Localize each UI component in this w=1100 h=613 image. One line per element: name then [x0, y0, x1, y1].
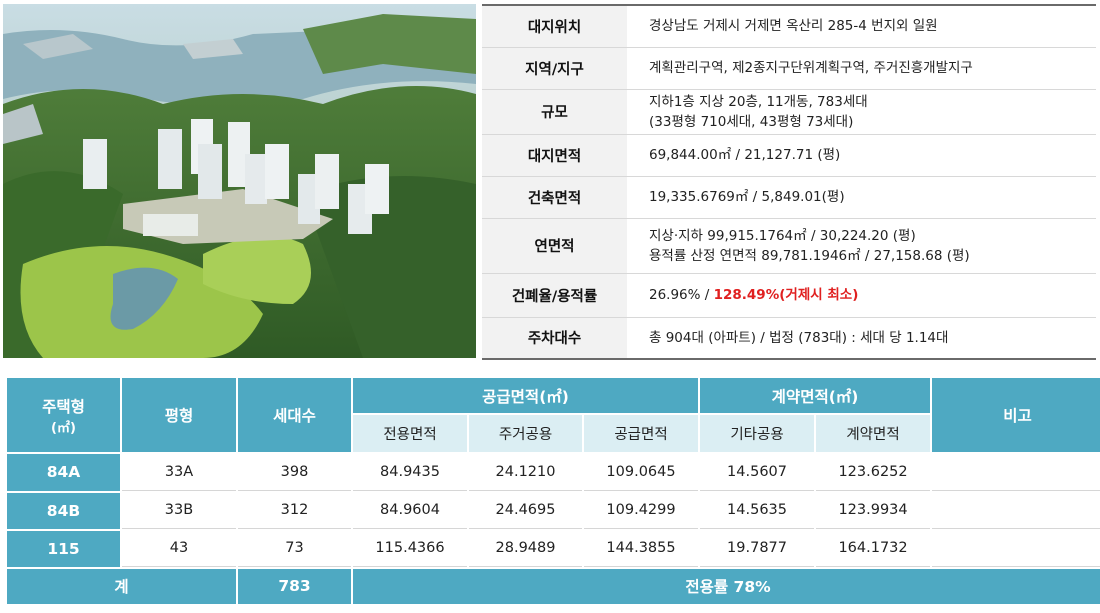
info-label: 주차대수 — [482, 317, 627, 360]
info-row: 규모 지하1층 지상 20층, 11개동, 783세대 (33평형 710세대, … — [482, 89, 1096, 135]
info-value: 계획관리구역, 제2종지구단위계획구역, 주거진흥개발지구 — [627, 47, 1096, 90]
info-value-line: 경상남도 거제시 거제면 옥산리 285-4 번지외 일원 — [649, 18, 938, 35]
info-label: 지역/지구 — [482, 47, 627, 90]
project-info-table: 대지위치 경상남도 거제시 거제면 옥산리 285-4 번지외 일원 지역/지구… — [482, 4, 1096, 360]
row-exclusive: 84.9604 — [353, 492, 467, 529]
info-value: 지상·지하 99,915.1764㎡ / 30,224.20 (평) 용적률 산정… — [627, 218, 1096, 274]
header-type-unit: (㎡) — [51, 420, 76, 436]
info-row: 지역/지구 계획관리구역, 제2종지구단위계획구역, 주거진흥개발지구 — [482, 47, 1096, 90]
header-type: 주택형 (㎡) — [7, 378, 120, 453]
info-value-line: 26.96% / — [649, 287, 714, 303]
subheader-other-common: 기타공용 — [700, 415, 815, 453]
total-households: 783 — [238, 568, 351, 604]
header-type-label: 주택형 — [42, 397, 85, 416]
info-value: 총 904대 (아파트) / 법정 (783대) : 세대 당 1.14대 — [627, 317, 1096, 360]
row-type: 84B — [7, 492, 120, 529]
row-exclusive: 84.9435 — [353, 454, 467, 491]
info-label: 대지면적 — [482, 134, 627, 177]
row-note — [932, 530, 1100, 567]
info-value: 69,844.00㎡ / 21,127.71 (평) — [627, 134, 1096, 177]
row-households: 73 — [238, 530, 351, 567]
row-residential-common: 28.9489 — [469, 530, 582, 567]
row-exclusive: 115.4366 — [353, 530, 467, 567]
row-note — [932, 454, 1100, 491]
exclusive-ratio: 전용률 78% — [353, 568, 1100, 604]
row-note — [932, 492, 1100, 529]
info-row: 건폐율/용적률 26.96% / 128.49%(거제시 최소) — [482, 273, 1096, 318]
row-households: 398 — [238, 454, 351, 491]
info-value: 26.96% / 128.49%(거제시 최소) — [627, 273, 1096, 318]
info-value: 지하1층 지상 20층, 11개동, 783세대 (33평형 710세대, 43평… — [627, 89, 1096, 135]
info-label: 규모 — [482, 89, 627, 135]
unit-area-table: 주택형 (㎡) 평형 세대수 공급면적(㎡) 계약면적(㎡) 비고 전용면적 주거… — [5, 376, 1100, 606]
info-row: 주차대수 총 904대 (아파트) / 법정 (783대) : 세대 당 1.1… — [482, 317, 1096, 360]
row-supply: 144.3855 — [584, 530, 699, 567]
info-row: 대지위치 경상남도 거제시 거제면 옥산리 285-4 번지외 일원 — [482, 4, 1096, 48]
row-contract: 123.9934 — [816, 492, 931, 529]
info-value-line: (33평형 710세대, 43평형 73세대) — [649, 113, 854, 130]
row-pyeong: 33B — [122, 492, 236, 529]
info-value-line: 지하1층 지상 20층, 11개동, 783세대 — [649, 93, 868, 110]
info-label: 건축면적 — [482, 176, 627, 219]
row-households: 312 — [238, 492, 351, 529]
header-contract-area: 계약면적(㎡) — [700, 378, 931, 414]
info-value-line: 총 904대 (아파트) / 법정 (783대) : 세대 당 1.14대 — [649, 329, 949, 346]
header-note: 비고 — [932, 378, 1100, 453]
row-other-common: 14.5607 — [700, 454, 815, 491]
table-row: 84B 33B 312 84.9604 24.4695 109.4299 14.… — [7, 492, 1100, 529]
info-row: 건축면적 19,335.6769㎡ / 5,849.01(평) — [482, 176, 1096, 219]
info-value-line: 지상·지하 99,915.1764㎡ / 30,224.20 (평) — [649, 227, 916, 244]
row-other-common: 19.7877 — [700, 530, 815, 567]
info-label: 건폐율/용적률 — [482, 273, 627, 318]
header-supply-area: 공급면적(㎡) — [353, 378, 699, 414]
row-type: 115 — [7, 530, 120, 567]
header-households: 세대수 — [238, 378, 351, 453]
complex-aerial-image — [3, 4, 476, 358]
info-row: 연면적 지상·지하 99,915.1764㎡ / 30,224.20 (평) 용적… — [482, 218, 1096, 274]
row-type: 84A — [7, 454, 120, 491]
header-pyeong: 평형 — [122, 378, 236, 453]
subheader-exclusive: 전용면적 — [353, 415, 467, 453]
row-pyeong: 33A — [122, 454, 236, 491]
table-row: 84A 33A 398 84.9435 24.1210 109.0645 14.… — [7, 454, 1100, 491]
info-row: 대지면적 69,844.00㎡ / 21,127.71 (평) — [482, 134, 1096, 177]
info-value: 경상남도 거제시 거제면 옥산리 285-4 번지외 일원 — [627, 4, 1096, 48]
row-other-common: 14.5635 — [700, 492, 815, 529]
info-value-line: 19,335.6769㎡ / 5,849.01(평) — [649, 189, 845, 205]
row-contract: 164.1732 — [816, 530, 931, 567]
row-residential-common: 24.1210 — [469, 454, 582, 491]
row-contract: 123.6252 — [816, 454, 931, 491]
row-supply: 109.0645 — [584, 454, 699, 491]
total-label: 계 — [7, 568, 236, 604]
row-pyeong: 43 — [122, 530, 236, 567]
info-label: 대지위치 — [482, 4, 627, 48]
far-highlight: 128.49%(거제시 최소) — [713, 287, 859, 303]
info-value-line: 용적률 산정 연면적 89,781.1946㎡ / 27,158.68 (평) — [649, 247, 970, 264]
row-residential-common: 24.4695 — [469, 492, 582, 529]
table-row: 115 43 73 115.4366 28.9489 144.3855 19.7… — [7, 530, 1100, 567]
subheader-residential-common: 주거공용 — [469, 415, 582, 453]
row-supply: 109.4299 — [584, 492, 699, 529]
subheader-contract: 계약면적 — [816, 415, 931, 453]
info-value: 19,335.6769㎡ / 5,849.01(평) — [627, 176, 1096, 219]
info-value-line: 69,844.00㎡ / 21,127.71 (평) — [649, 147, 841, 163]
info-value-line: 계획관리구역, 제2종지구단위계획구역, 주거진흥개발지구 — [649, 60, 973, 76]
total-row: 계 783 전용률 78% — [7, 568, 1100, 604]
subheader-supply: 공급면적 — [584, 415, 699, 453]
info-label: 연면적 — [482, 218, 627, 274]
